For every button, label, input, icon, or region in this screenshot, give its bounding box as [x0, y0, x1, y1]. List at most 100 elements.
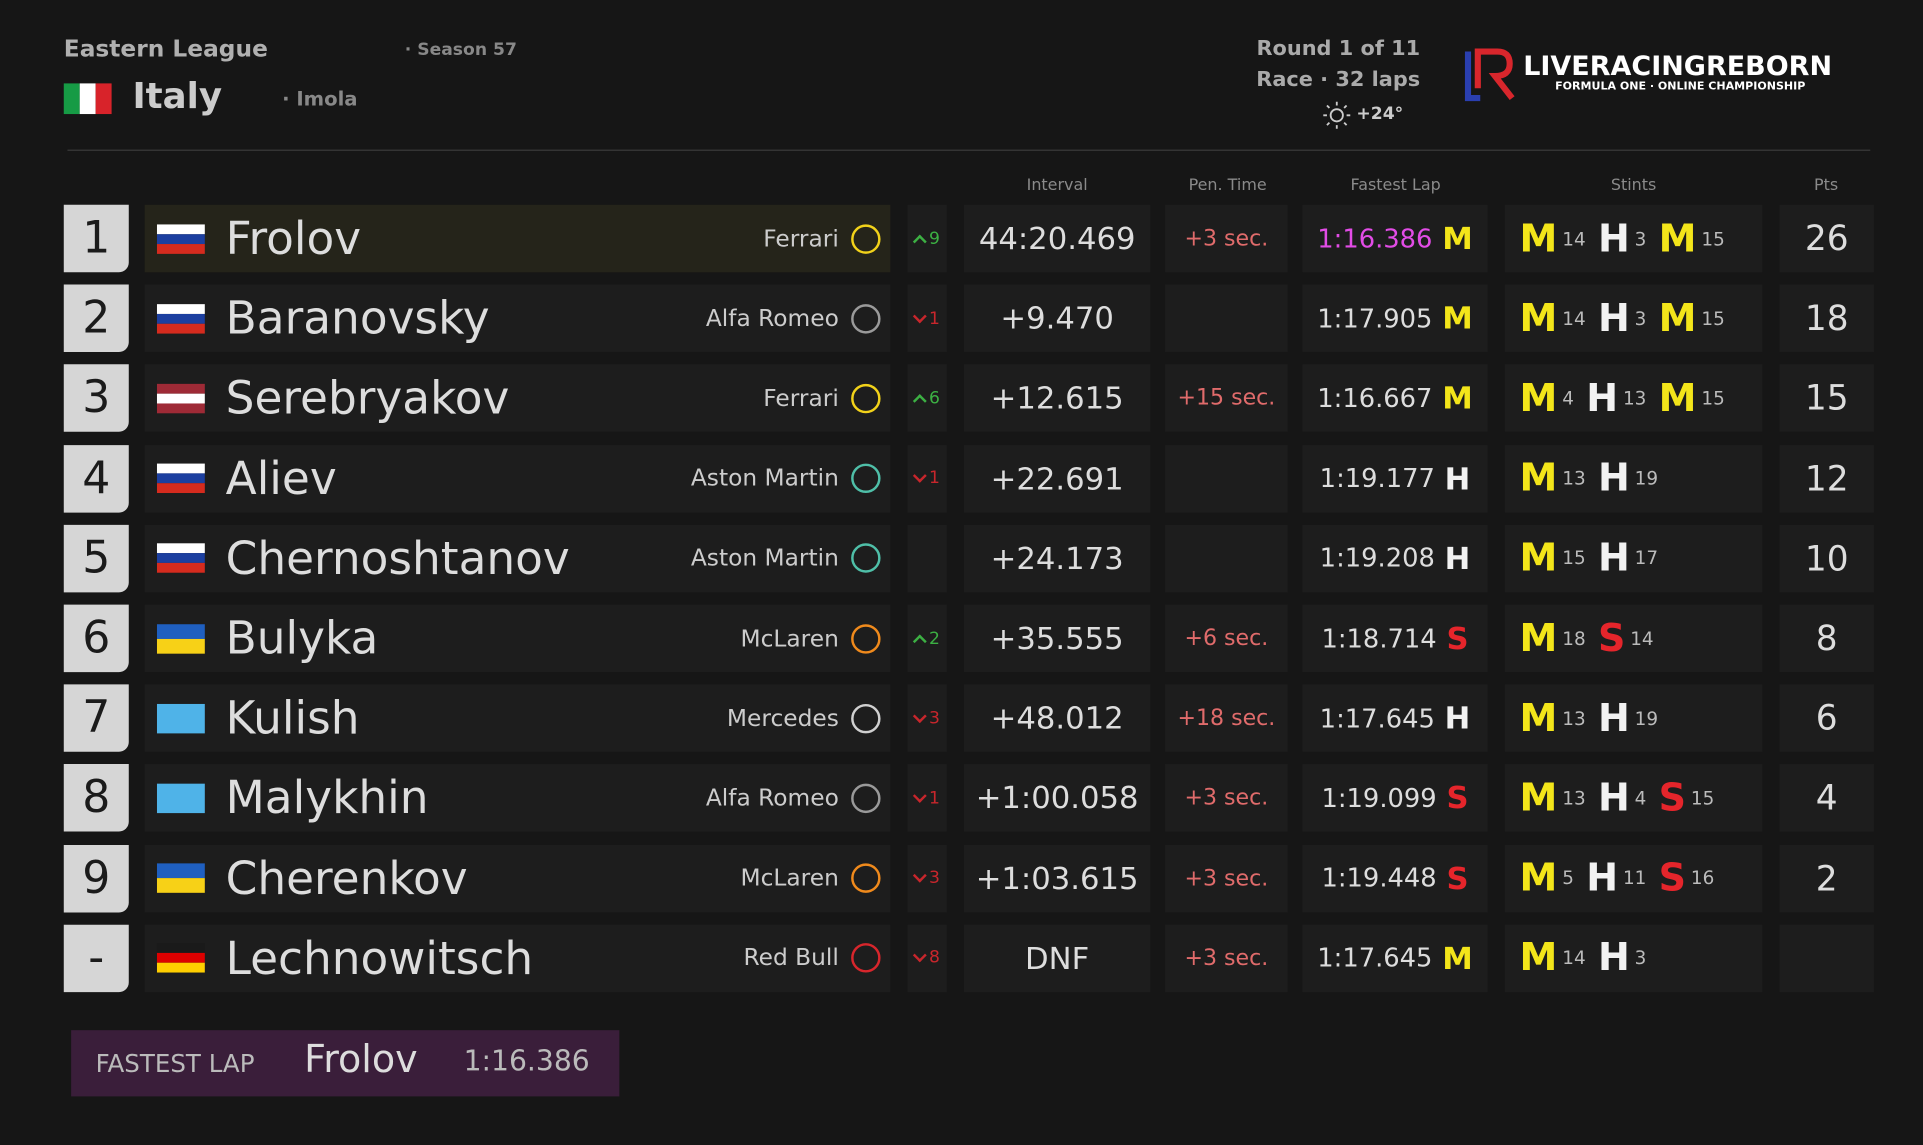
interval: +1:03.615: [963, 844, 1151, 912]
fastest-tyre: M: [1442, 220, 1473, 257]
driver-name: Aliev: [225, 452, 337, 505]
flag-stripe: [156, 383, 205, 394]
flag-stripe: [156, 393, 205, 404]
driver-name: Bulyka: [225, 611, 379, 665]
team-name: Aston Martin: [690, 464, 839, 492]
points: 6: [1779, 684, 1874, 753]
stint-tyre: M: [1519, 616, 1558, 661]
fastest-lap-cell: 1:17.645 H: [1302, 684, 1488, 753]
track: · Imola: [282, 87, 358, 111]
fastest-lap: 1:16.667: [1317, 383, 1433, 414]
stint-tyre: S: [1658, 856, 1687, 901]
flag: [156, 543, 205, 574]
stint-tyre: H: [1586, 856, 1619, 901]
team-logo: [851, 783, 881, 813]
change-arrow: [912, 309, 927, 323]
stint-laps: 5: [1562, 867, 1574, 890]
change-arrow: [912, 393, 927, 408]
flag-stripe: [156, 313, 205, 324]
change-arrow: [912, 708, 927, 723]
fastest-tyre: S: [1446, 860, 1469, 897]
country: Italy: [132, 74, 223, 117]
stint-laps: 4: [1634, 787, 1647, 810]
stint-tyre: H: [1597, 936, 1630, 981]
position-change: 1: [907, 284, 947, 353]
stints-cell: M 13 H 4 S 15: [1504, 764, 1763, 832]
flag: [156, 383, 205, 414]
position-change: 8: [907, 924, 947, 992]
flag-stripe: [156, 638, 205, 654]
position-change: 3: [907, 684, 947, 753]
change-value: 8: [929, 948, 940, 968]
change-value: 9: [929, 228, 940, 249]
stint-tyre: H: [1597, 216, 1630, 261]
flag: [156, 623, 205, 654]
penalty: +18 sec.: [1165, 684, 1288, 753]
stint-laps: 4: [1562, 387, 1574, 410]
driver-name: Cherenkov: [225, 851, 468, 905]
flag: [156, 783, 205, 813]
position-change: 9: [907, 204, 947, 273]
interval: +9.470: [963, 284, 1151, 353]
points: 10: [1779, 524, 1874, 593]
fastest-lap-label: FASTEST LAP: [95, 1048, 255, 1079]
flag-stripe: [156, 943, 205, 954]
points: 26: [1779, 204, 1874, 273]
stint-tyre: H: [1586, 376, 1619, 421]
stint-laps: 16: [1690, 867, 1715, 890]
driver-cell: Bulyka McLaren: [144, 604, 891, 673]
temperature: +24°: [1356, 104, 1404, 124]
fastest-lap: 1:18.714: [1321, 623, 1437, 654]
fastest-tyre: H: [1444, 540, 1471, 577]
flag-stripe: [156, 543, 205, 554]
position-box: 2: [63, 284, 129, 353]
stint-tyre: M: [1519, 856, 1558, 901]
stint-laps: 11: [1622, 867, 1647, 890]
stint-laps: 14: [1562, 227, 1586, 250]
fastest-lap-cell: 1:16.386 M: [1302, 204, 1488, 273]
interval: +22.691: [963, 444, 1151, 513]
position-box: 4: [63, 444, 129, 513]
driver-cell: Kulish Mercedes: [144, 684, 891, 753]
driver-cell: Malykhin Alfa Romeo: [144, 764, 891, 832]
change-value: 6: [929, 388, 940, 409]
points: 12: [1779, 444, 1874, 513]
change-value: 2: [929, 628, 940, 649]
stint-laps: 18: [1562, 627, 1586, 650]
logo-mark: [1464, 48, 1515, 102]
fastest-lap-cell: 1:17.905 M: [1302, 284, 1488, 353]
stint-tyre: H: [1597, 536, 1630, 581]
stints-cell: M 5 H 11 S 16: [1504, 844, 1763, 912]
flag-stripe: [156, 953, 205, 964]
position-change: 6: [907, 364, 947, 433]
column-header: Fastest Lap: [1350, 176, 1441, 195]
flag-stripe: [156, 563, 205, 574]
flag-stripe: [156, 403, 205, 414]
team-name: Ferrari: [763, 384, 839, 412]
stint-tyre: M: [1519, 696, 1558, 741]
penalty: +3 sec.: [1165, 764, 1288, 832]
position-box: 7: [63, 684, 129, 753]
stint-tyre: M: [1519, 776, 1558, 821]
stint-tyre: M: [1519, 296, 1558, 341]
column-header: Pen. Time: [1188, 176, 1267, 195]
interval: +1:00.058: [963, 764, 1151, 832]
position-box: 1: [63, 204, 129, 273]
team-logo: [851, 623, 881, 654]
penalty: +3 sec.: [1165, 844, 1288, 912]
flag: [156, 223, 205, 254]
fastest-lap: 1:16.386: [1317, 223, 1433, 254]
flag-stripe: [156, 303, 205, 314]
stint-laps: 15: [1701, 307, 1725, 330]
penalty: [1165, 284, 1288, 353]
stint-tyre: M: [1519, 456, 1558, 501]
team-logo: [851, 543, 881, 574]
position-change: [907, 524, 947, 593]
column-header: Pts: [1814, 176, 1839, 195]
stints-cell: M 13 H 19: [1504, 684, 1763, 753]
flag-stripe: [156, 783, 205, 813]
stints-cell: M 18 S 14: [1504, 604, 1763, 673]
stints-cell: M 15 H 17: [1504, 524, 1763, 593]
